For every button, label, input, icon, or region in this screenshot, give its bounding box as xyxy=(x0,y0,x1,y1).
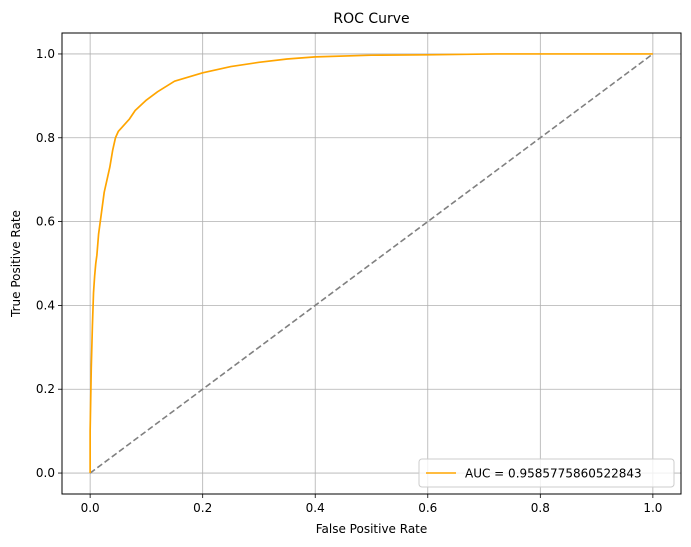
legend-label-roc: AUC = 0.9585775860522843 xyxy=(465,467,642,481)
x-tick-label: 0.4 xyxy=(306,501,325,515)
y-tick-label: 0.6 xyxy=(36,215,55,229)
y-tick-label: 0.2 xyxy=(36,382,55,396)
roc-curve-line xyxy=(89,53,653,474)
plot-background xyxy=(62,33,681,494)
y-tick-label: 1.0 xyxy=(36,47,55,61)
y-tick-label: 0.8 xyxy=(36,131,55,145)
y-tick-label: 0.0 xyxy=(36,466,55,480)
x-tick-label: 0.2 xyxy=(193,501,212,515)
x-tick-label: 0.8 xyxy=(531,501,550,515)
series-layer xyxy=(89,53,654,474)
chart-title: ROC Curve xyxy=(333,11,409,27)
y-axis-label: True Positive Rate xyxy=(9,210,23,318)
tick-layer: 0.0 0.2 0.4 0.6 0.8 1.0 0.0 0.2 0.4 0.6 0.8 1.0 xyxy=(36,47,663,515)
x-tick-label: 0.6 xyxy=(418,501,437,515)
x-tick-label: 1.0 xyxy=(643,501,662,515)
x-axis-label: False Positive Rate xyxy=(316,522,428,536)
y-tick-label: 0.4 xyxy=(36,298,55,312)
grid-layer xyxy=(62,33,681,494)
legend: AUC = 0.9585775860522843 xyxy=(418,458,675,488)
x-tick-label: 0.0 xyxy=(81,501,100,515)
plot-frame xyxy=(61,32,682,495)
legend-box xyxy=(418,458,675,488)
